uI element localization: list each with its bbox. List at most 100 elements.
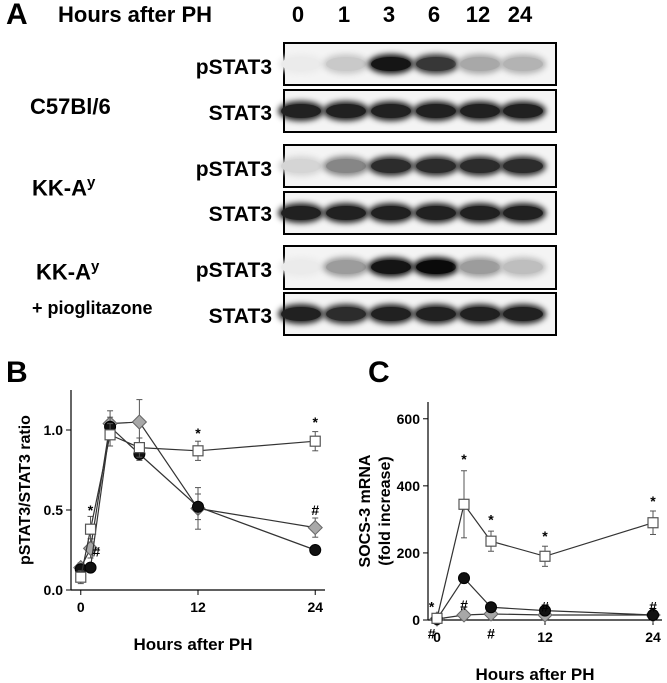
band-lane-12 <box>460 307 500 321</box>
y-tick-label: 0 <box>412 612 420 628</box>
band-lane-12 <box>460 159 500 173</box>
data-point-open-square <box>133 441 145 454</box>
band-lane-0 <box>281 159 321 173</box>
data-point-grey-diamond <box>456 607 472 623</box>
band-lane-1 <box>326 307 366 321</box>
group-label-kkay-pio: KK-Ay <box>36 258 99 285</box>
data-point-filled-circle <box>309 544 322 556</box>
significance-asterisk: * <box>195 425 201 441</box>
y-tick-label: 600 <box>397 411 421 427</box>
x-tick-label: 0 <box>77 599 85 615</box>
band-lane-0 <box>281 57 321 71</box>
band-lane-3 <box>371 206 411 220</box>
band-label-stat3-1: STAT3 <box>208 102 272 125</box>
band-lane-12 <box>460 206 500 220</box>
band-lane-6 <box>416 57 456 71</box>
y-axis-label: SOCS-3 mRNA <box>357 454 374 567</box>
band-lane-1 <box>326 104 366 118</box>
band-lane-6 <box>416 104 456 118</box>
band-lane-3 <box>371 260 411 274</box>
band-lane-6 <box>416 206 456 220</box>
blot-kkay-pstat3 <box>281 144 557 188</box>
band-label-pstat3-3: pSTAT3 <box>195 259 272 282</box>
group-label-kkay-base: KK-A <box>32 175 87 201</box>
lane-label-0: 0 <box>291 2 305 27</box>
data-point-open-square <box>539 550 551 562</box>
band-lane-3 <box>371 57 411 71</box>
band-label-stat3-2: STAT3 <box>208 203 272 226</box>
significance-asterisk: * <box>88 502 94 518</box>
data-point-filled-circle <box>647 608 659 621</box>
band-lane-1 <box>326 206 366 220</box>
band-lane-12 <box>460 260 500 274</box>
x-tick-label: 12 <box>190 599 206 615</box>
significance-asterisk: * <box>429 599 435 615</box>
y-tick-label: 1.0 <box>44 422 64 438</box>
y-tick-label: 0.0 <box>44 582 64 598</box>
lane-label-24: 24 <box>507 2 533 27</box>
lane-label-6: 6 <box>427 2 441 27</box>
panel-b-letter: B <box>6 356 28 389</box>
blot-c57bl6-stat3 <box>281 89 557 133</box>
significance-hash: # <box>93 544 101 560</box>
data-point-open-square <box>309 435 321 447</box>
x-tick-label: 0 <box>433 629 441 645</box>
significance-hash: # <box>460 597 468 613</box>
data-point-filled-circle <box>539 604 551 617</box>
band-label-pstat3-1: pSTAT3 <box>195 56 272 79</box>
band-lane-6 <box>416 307 456 321</box>
data-point-open-square <box>647 517 659 529</box>
band-lane-24 <box>503 206 543 220</box>
series-line-open-square <box>80 433 316 578</box>
y-axis-label: (fold increase) <box>377 456 394 565</box>
band-label-stat3-3: STAT3 <box>208 305 272 328</box>
band-lane-24 <box>503 159 543 173</box>
significance-asterisk: * <box>488 511 494 527</box>
lane-label-3: 3 <box>382 2 396 27</box>
band-lane-3 <box>371 307 411 321</box>
y-axis-label: pSTAT3/STAT3 ratio <box>17 415 34 565</box>
significance-hash: # <box>649 599 657 615</box>
data-point-filled-circle <box>485 601 497 614</box>
group-label-kkay-pio-sup: y <box>91 258 100 275</box>
data-point-grey-diamond <box>307 519 323 536</box>
data-point-open-square <box>485 535 497 547</box>
data-point-filled-circle <box>192 500 204 513</box>
data-point-open-square <box>192 445 204 457</box>
band-lane-12 <box>460 104 500 118</box>
band-label-pstat3-2: pSTAT3 <box>195 158 272 181</box>
significance-hash: # <box>311 502 319 518</box>
lane-label-1: 1 <box>337 2 351 27</box>
band-lane-1 <box>326 159 366 173</box>
data-point-open-square <box>104 429 116 441</box>
significance-asterisk: * <box>542 528 548 544</box>
significance-asterisk: * <box>650 493 656 509</box>
band-lane-0 <box>281 260 321 274</box>
panel-a-letter: A <box>6 0 28 31</box>
chart-b: 0.0 0.5 1.0 0 12 24 Hours after PH pSTAT3/STAT3… <box>17 390 325 654</box>
band-lane-0 <box>281 206 321 220</box>
blot-header-label: Hours after PH <box>58 2 213 27</box>
band-lane-12 <box>460 57 500 71</box>
significance-asterisk: * <box>461 451 467 467</box>
y-tick-label: 400 <box>397 478 421 494</box>
band-lane-1 <box>326 260 366 274</box>
x-axis-label: Hours after PH <box>475 665 594 683</box>
significance-asterisk: * <box>313 414 319 430</box>
chart-c: 0 200 400 600 0 12 24 Hours after PH SOCS-3 mRNA… <box>357 402 662 683</box>
data-point-open-square <box>84 523 97 535</box>
lane-label-12: 12 <box>465 2 491 27</box>
data-point-open-square <box>75 571 87 583</box>
band-lane-0 <box>281 104 321 118</box>
group-sublabel-pioglitazone: + pioglitazone <box>32 298 153 318</box>
group-label-kkay-pio-base: KK-A <box>36 259 91 285</box>
blot-kkay-stat3 <box>281 191 557 235</box>
group-label-kkay: KK-Ay <box>32 174 95 201</box>
band-lane-24 <box>503 260 543 274</box>
group-label-kkay-sup: y <box>87 174 96 191</box>
band-lane-6 <box>416 260 456 274</box>
band-lane-3 <box>371 104 411 118</box>
y-tick-label: 200 <box>397 545 421 561</box>
data-point-open-square <box>458 498 470 510</box>
x-axis-label: Hours after PH <box>133 635 252 654</box>
